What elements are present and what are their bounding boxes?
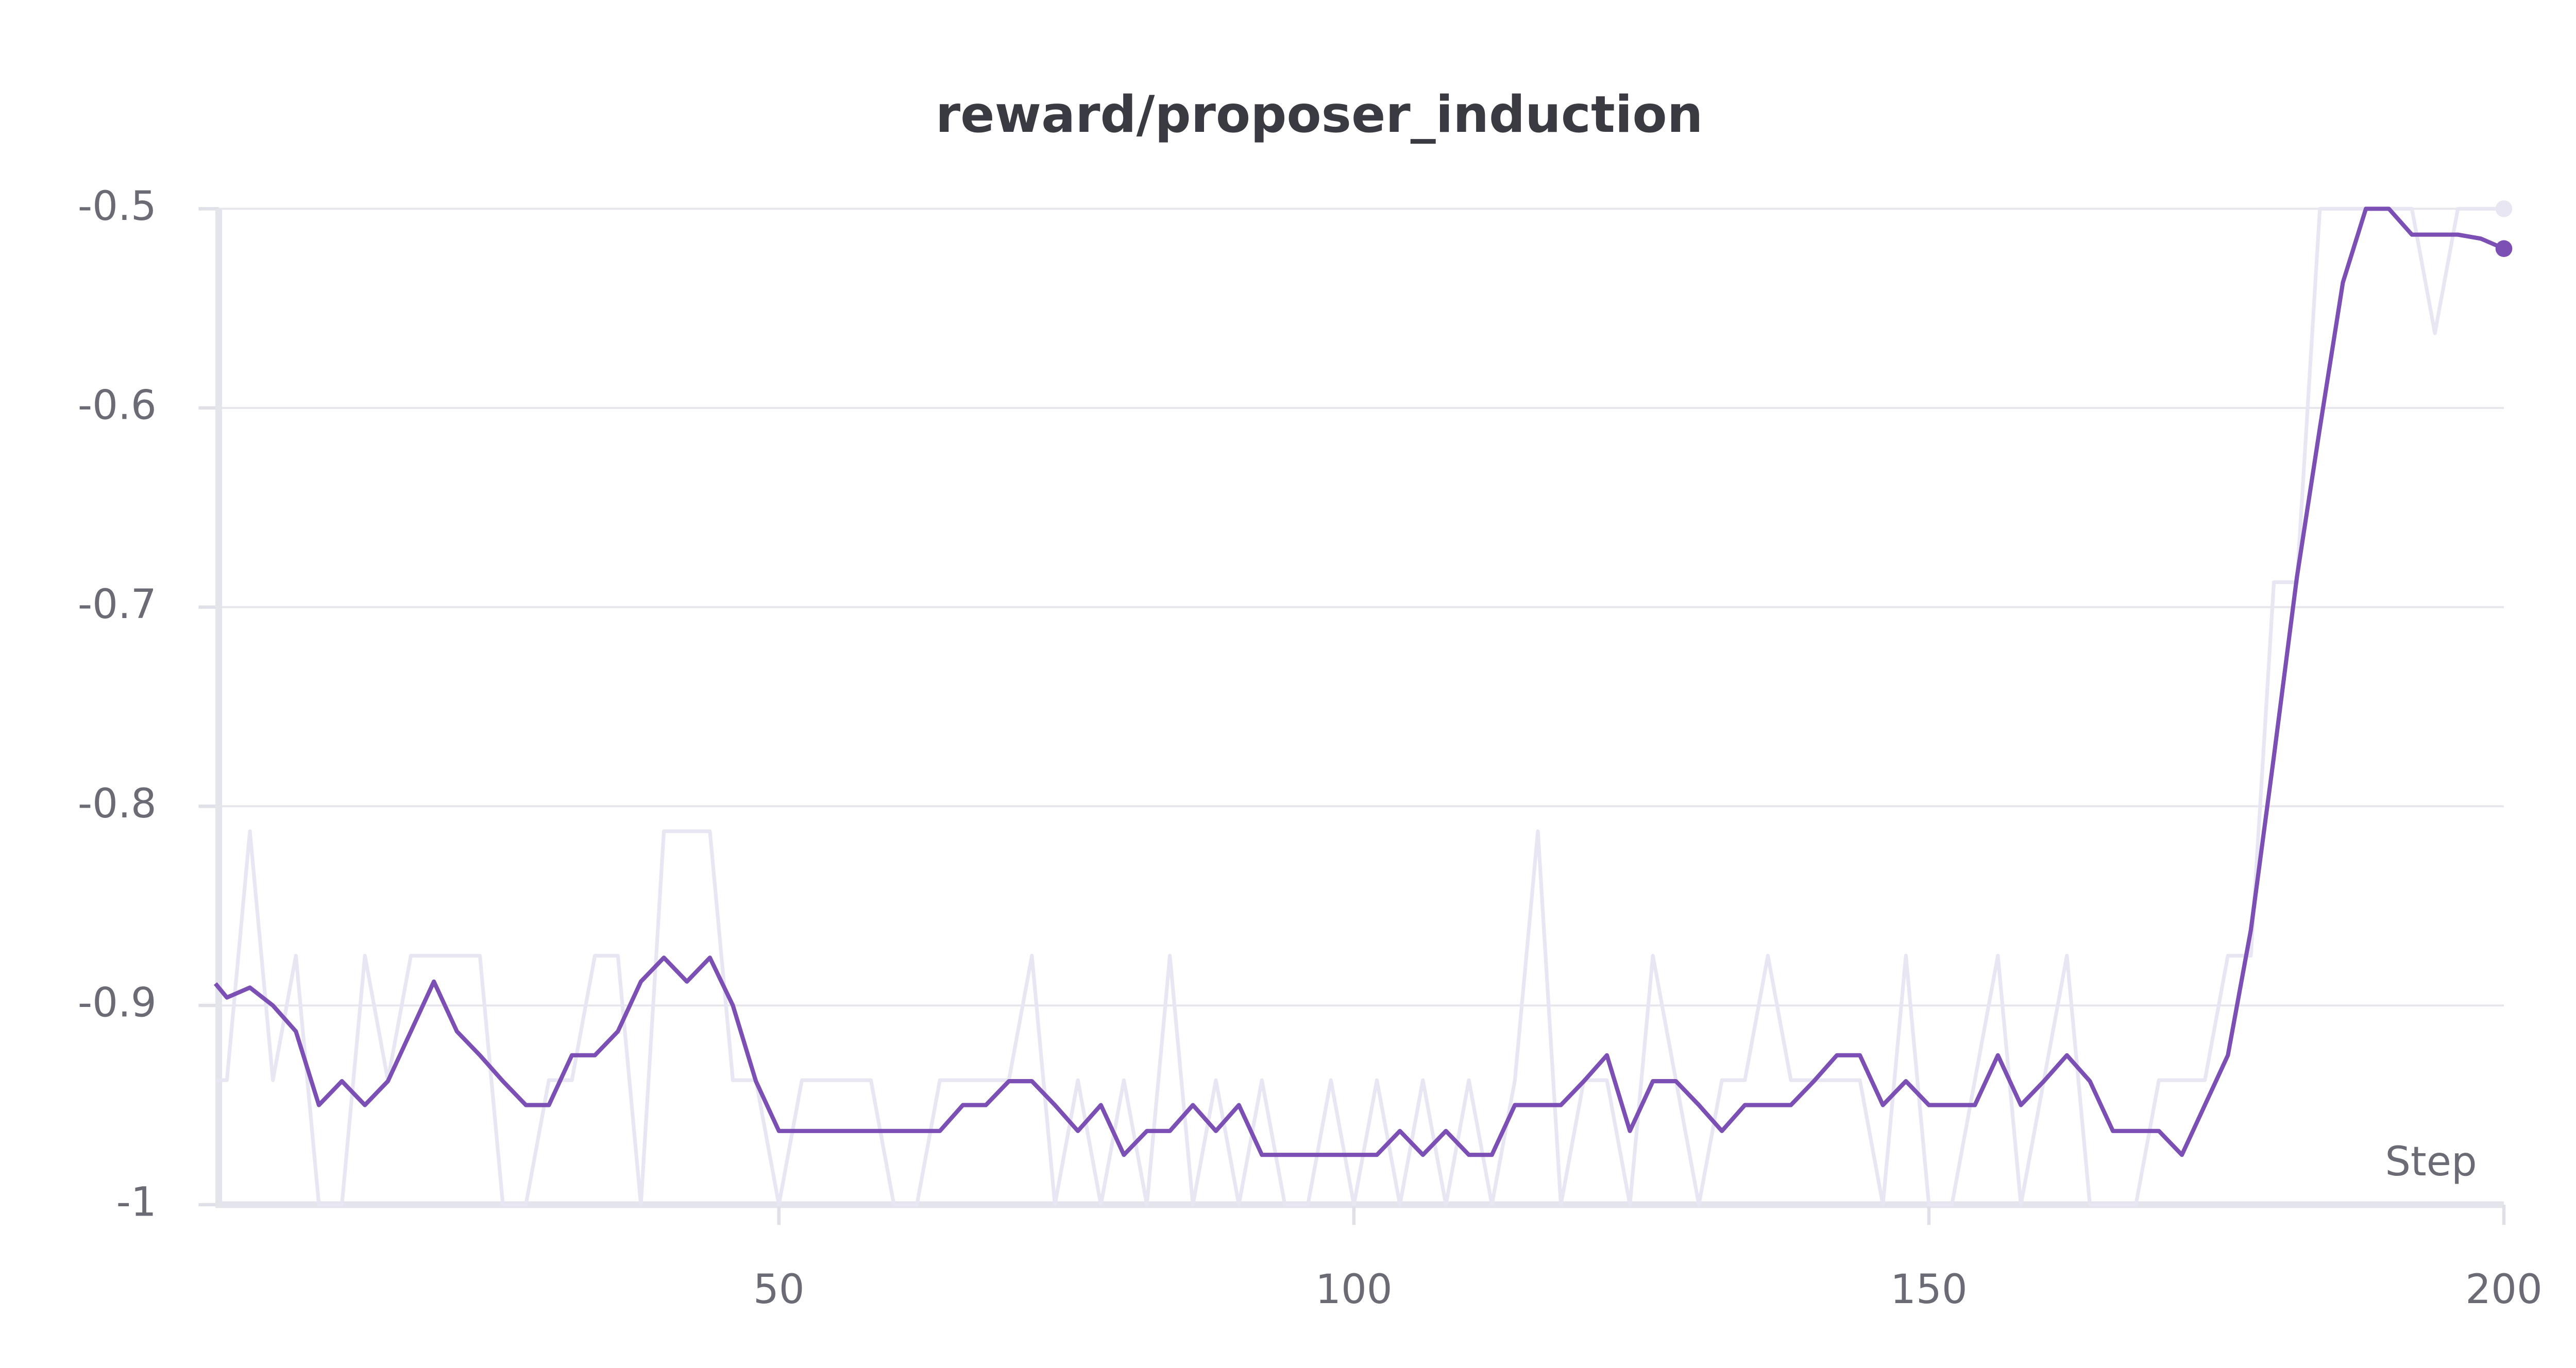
y-tick-label: -0.5	[78, 183, 157, 230]
y-tick-label: -0.6	[78, 382, 157, 429]
x-tick-label: 150	[1890, 1266, 1968, 1313]
x-tick-label: 50	[753, 1266, 805, 1313]
y-tick-label: -1	[116, 1178, 157, 1225]
y-tick-label: -0.8	[78, 780, 157, 827]
end-marker	[2495, 240, 2513, 257]
end-marker	[2495, 200, 2513, 217]
line	[215, 207, 2504, 1207]
y-tick-label: -0.9	[78, 980, 157, 1027]
x-tick-label: 200	[2465, 1266, 2543, 1313]
chart-title: reward/proposer_induction	[936, 86, 1703, 144]
x-axis-label: Step	[2385, 1138, 2477, 1185]
x-tick-label: 100	[1315, 1266, 1393, 1313]
y-tick-label: -0.7	[78, 581, 157, 628]
line	[213, 207, 2505, 1157]
